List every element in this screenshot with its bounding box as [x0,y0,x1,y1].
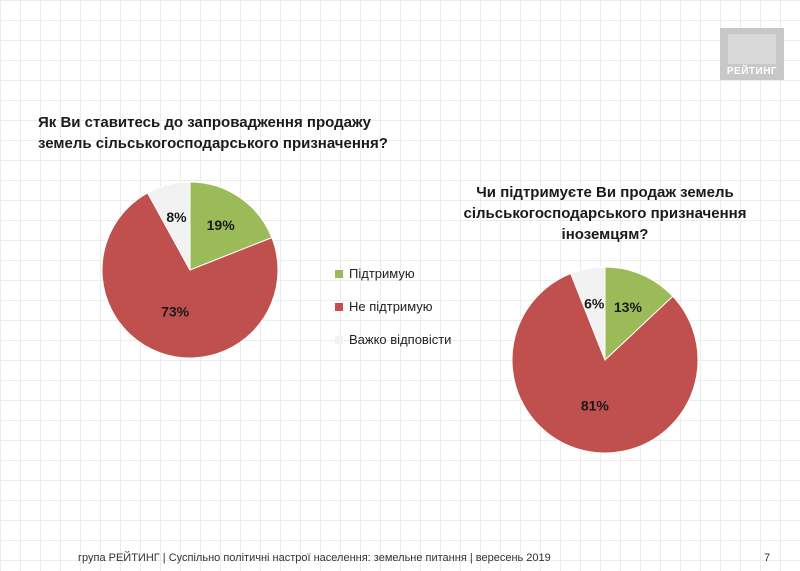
rating-logo: РЕЙТИНГ [720,28,784,80]
pie2-label-undecided: 6% [584,295,605,311]
legend-swatch-support [335,270,343,278]
chart2-title: Чи підтримуєте Ви продаж земель сільсько… [463,184,747,243]
logo-text: РЕЙТИНГ [726,66,778,77]
pie2-label-support: 13% [614,299,643,315]
pie2-label-oppose: 81% [581,397,610,413]
logo-mark [728,34,776,64]
chart1-title: Як Ви ставитесь до запровадження продажу… [38,114,388,152]
legend-label-undecided: Важко відповісти [349,332,452,347]
footer-text: група РЕЙТИНГ | Суспільно політичні наст… [78,552,551,564]
legend-label-support: Підтримую [349,266,415,281]
pie1-slice-undecided [146,181,191,271]
legend-label-oppose: Не підтримую [349,299,433,314]
legend-swatch-undecided [335,336,343,344]
pie1-label-oppose: 73% [161,303,190,319]
pie2-slice-undecided [570,266,606,361]
pie1-label-undecided: 8% [166,209,187,225]
pie-chart-foreigners: 13% 81% 6% [511,266,699,454]
pie1-slice-support [189,181,273,271]
pie2-slice-oppose [511,272,699,454]
pie1-label-support: 19% [207,217,236,233]
pie2-slice-support [604,266,674,362]
page-number: 7 [764,552,771,564]
legend-swatch-oppose [335,303,343,311]
pie1-slice-oppose [101,192,279,359]
pie-chart-land-sale: 19% 73% 8% [101,181,279,359]
